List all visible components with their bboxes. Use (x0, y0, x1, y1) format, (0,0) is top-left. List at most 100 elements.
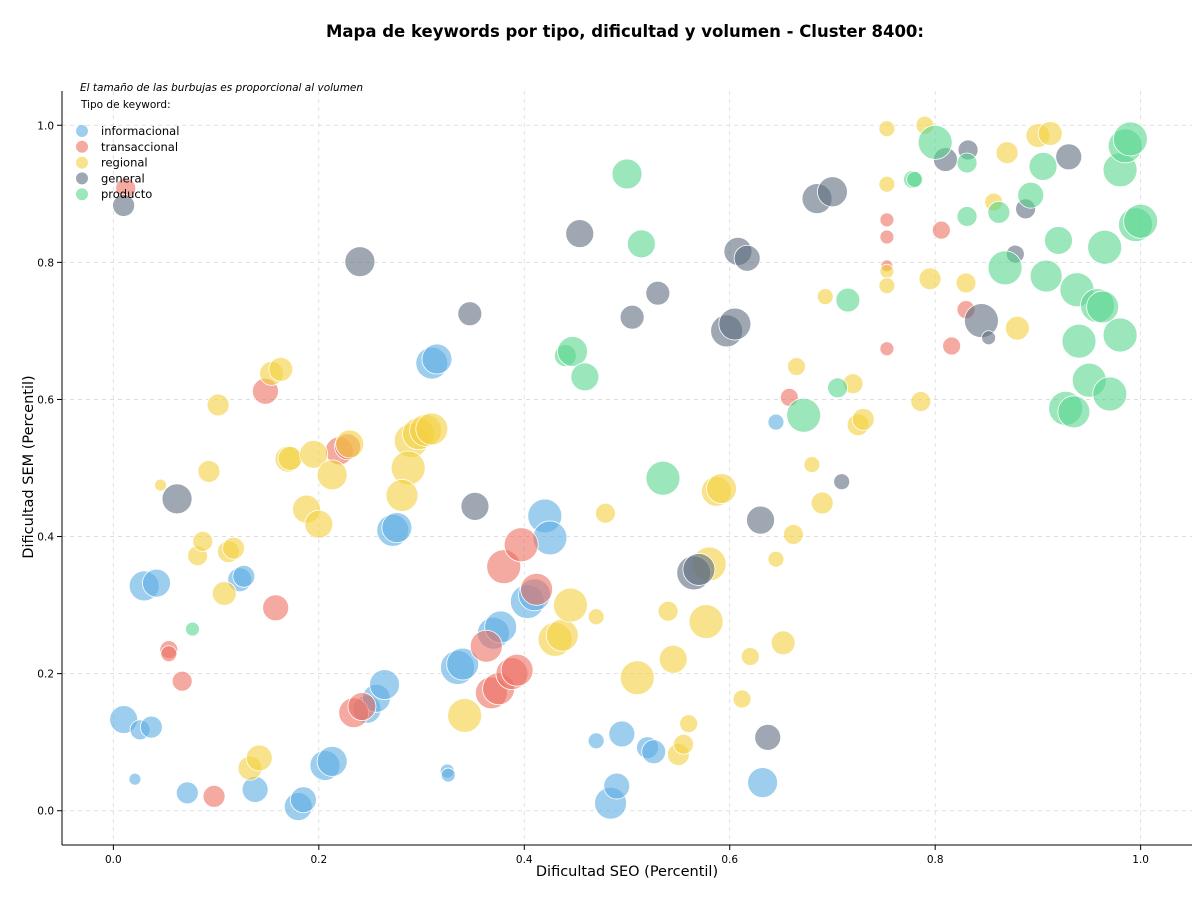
bubble-producto (1028, 151, 1058, 181)
ticks: 0.0 0.2 0.4 0.6 0.8 1.0 0.0 0.2 0.4 0.6 0.8 1.0 (37, 120, 1149, 866)
bubble-general (817, 176, 848, 208)
bubble-producto (611, 158, 643, 190)
bubble-general (718, 307, 752, 341)
legend-label-regional: regional (101, 156, 148, 170)
bubble-transaccional (879, 341, 895, 357)
bubble-general (833, 473, 851, 491)
bubble-transaccional (879, 229, 895, 245)
bubble-regional (447, 698, 483, 733)
bubble-producto (557, 336, 588, 367)
bubble-general (344, 246, 376, 278)
bubble-general (112, 194, 136, 217)
bubble-informacional (142, 568, 171, 598)
bubble-producto (645, 460, 681, 496)
bubble-regional (277, 446, 303, 471)
bubble-regional (1037, 121, 1063, 146)
data-points (109, 115, 1159, 822)
bubble-regional (299, 439, 329, 469)
y-tick-label: 0.6 (37, 394, 54, 406)
bubble-informacional (532, 520, 568, 556)
bubble-producto (1102, 317, 1138, 353)
bubble-regional (192, 530, 214, 552)
bubble-informacional (641, 739, 667, 765)
bubble-general (161, 483, 193, 515)
bubble-informacional (446, 647, 480, 681)
bubble-informacional (241, 776, 269, 803)
y-tick-label: 1.0 (37, 120, 54, 132)
x-axis-label: Dificultad SEO (Percentil) (536, 864, 718, 880)
bubble-general (1055, 143, 1083, 171)
bubble-regional (740, 647, 760, 666)
bubble-general (746, 505, 775, 535)
bubble-producto (570, 362, 600, 392)
bubble-regional (810, 491, 834, 515)
x-tick-label: 0.6 (721, 854, 738, 866)
bubble-general (754, 723, 782, 751)
y-tick-label: 0.8 (37, 257, 54, 269)
bubble-regional (770, 630, 796, 656)
x-tick-label: 0.4 (516, 854, 533, 866)
bubble-regional (706, 473, 737, 504)
series-transaccional (115, 177, 976, 808)
bubble-informacional (139, 715, 163, 739)
bubble-transaccional (202, 784, 226, 808)
legend: El tamaño de las burbujas es proporciona… (76, 82, 363, 201)
bubble-informacional (290, 786, 317, 814)
bubble-transaccional (160, 645, 178, 663)
bubble-regional (390, 450, 426, 486)
bubble-producto (987, 200, 1011, 224)
bubble-transaccional (171, 670, 193, 692)
legend-title: Tipo de keyword: (80, 99, 171, 111)
bubble-producto (987, 250, 1023, 286)
bubble-regional (197, 460, 221, 483)
bubble-informacional (175, 781, 199, 805)
bubble-regional (673, 733, 694, 755)
bubble-regional (732, 689, 752, 709)
bubble-informacional (369, 669, 400, 701)
bubble-producto (1086, 290, 1120, 324)
bubble-general (733, 244, 761, 272)
bubble-informacional (128, 772, 142, 786)
bubble-regional (206, 393, 230, 417)
bubble-regional (878, 175, 896, 193)
bubble-informacional (608, 720, 636, 748)
x-tick-label: 1.0 (1132, 854, 1149, 866)
bubble-producto (185, 621, 200, 637)
x-tick-label: 0.8 (927, 854, 944, 866)
bubble-informacional (747, 767, 778, 799)
bubble-general (981, 330, 996, 346)
legend-items: informacional transaccional regionalgenera… (76, 124, 179, 201)
bubble-regional (335, 429, 365, 459)
bubble-informacional (381, 512, 413, 544)
bubble-regional (878, 120, 896, 138)
chart-title: Mapa de keywords por tipo, dificultad y … (326, 22, 924, 41)
bubble-regional (816, 288, 834, 306)
legend-label-producto: producto (101, 187, 152, 201)
bubble-producto (1087, 229, 1123, 265)
bubble-producto (917, 125, 953, 160)
bubble-regional (688, 604, 724, 639)
bubble-producto (1112, 121, 1148, 157)
bubble-producto (626, 229, 656, 259)
bubble-regional (1004, 315, 1030, 341)
bubble-regional (268, 356, 294, 382)
bubble-transaccional (879, 212, 895, 228)
bubble-regional (154, 478, 168, 492)
bubble-transaccional (347, 692, 377, 721)
bubble-producto (1061, 323, 1097, 359)
bubble-informacional (232, 564, 256, 588)
bubble-informacional (316, 745, 348, 777)
bubble-regional (222, 536, 245, 560)
bubble-general (565, 219, 595, 248)
bubble-regional (879, 263, 895, 279)
bubble-informacional (767, 413, 785, 431)
legend-marker-general (76, 172, 88, 185)
bubble-regional (245, 744, 273, 772)
bubble-regional (995, 141, 1019, 165)
bubble-regional (545, 618, 579, 652)
bubble-regional (553, 587, 588, 623)
y-tick-label: 0.0 (37, 806, 54, 818)
y-tick-label: 0.2 (37, 669, 54, 681)
bubble-regional (619, 660, 655, 696)
